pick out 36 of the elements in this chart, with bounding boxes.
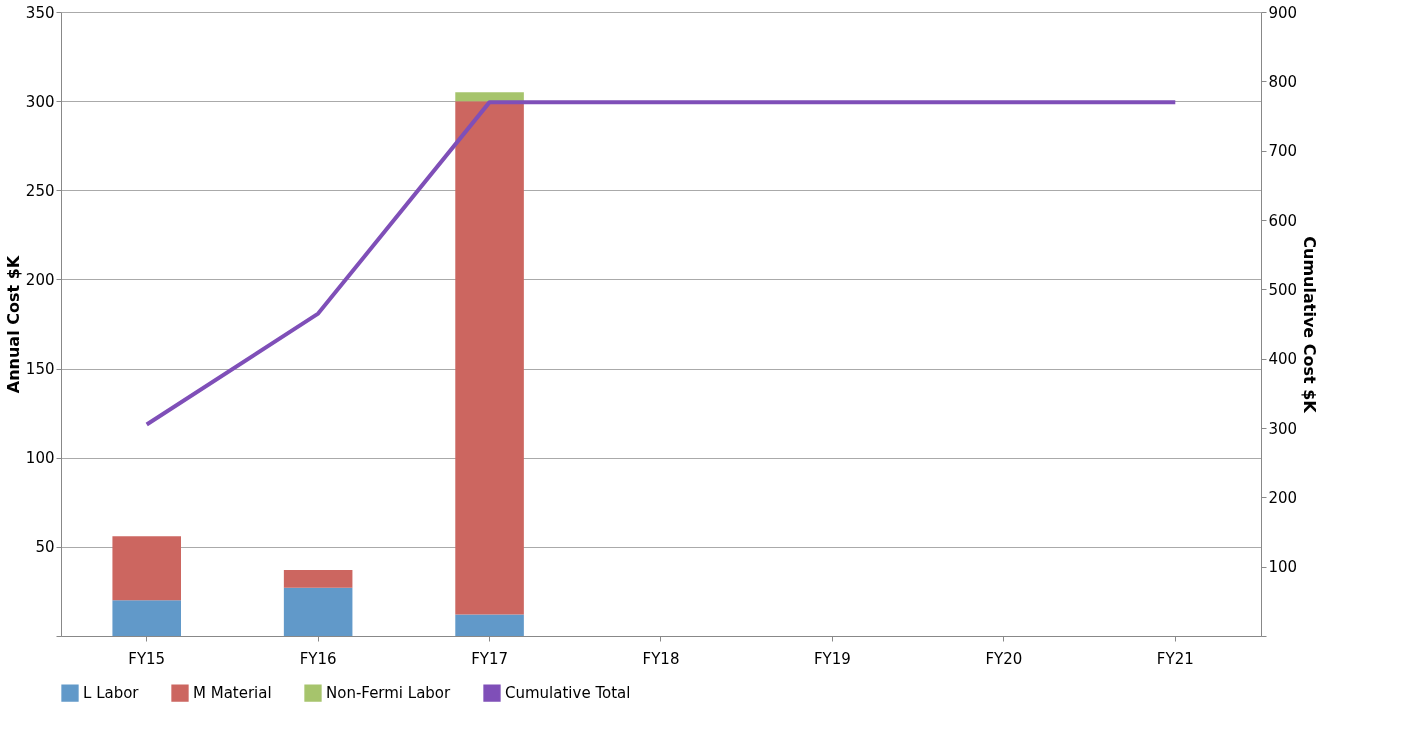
y-tick-label: 300 <box>25 92 55 111</box>
bar <box>455 92 524 102</box>
bar <box>283 570 353 588</box>
y-tick-label: 350 <box>25 3 55 22</box>
x-tick-label: FY20 <box>985 649 1023 668</box>
bar <box>455 614 524 636</box>
y2-tick-label: 300 <box>1268 419 1298 438</box>
y-tick-label: 200 <box>25 270 55 289</box>
bar <box>455 101 524 615</box>
y2-tick-label: 700 <box>1268 142 1298 161</box>
x-tick-label: FY15 <box>128 649 166 668</box>
x-tick-label: FY21 <box>1156 649 1194 668</box>
legend-label: L Labor <box>83 684 140 703</box>
y-tick-label: 50 <box>35 538 55 557</box>
legend-label: Cumulative Total <box>505 684 631 703</box>
y-tick-label: 100 <box>25 449 55 468</box>
y-tick-label: 150 <box>25 360 55 379</box>
y2-tick-label: 900 <box>1268 3 1298 22</box>
x-tick-label: FY18 <box>642 649 680 668</box>
x-tick-label: FY19 <box>813 649 851 668</box>
y2-tick-label: 800 <box>1268 72 1298 91</box>
y2-tick-label: 600 <box>1268 211 1298 230</box>
x-tick-label: FY17 <box>471 649 509 668</box>
bar <box>112 600 181 636</box>
y2-tick-label: 400 <box>1268 350 1298 369</box>
y-tick-label: 250 <box>25 181 55 200</box>
legend-label: M Material <box>193 684 272 703</box>
legend-label: Non-Fermi Labor <box>326 684 452 703</box>
x-tick-label: FY16 <box>299 649 337 668</box>
bar <box>283 587 353 636</box>
y-axis-title: Annual Cost $K <box>3 255 23 394</box>
y2-axis-title: Cumulative Cost $K <box>1300 236 1320 414</box>
y2-tick-label: 200 <box>1268 488 1298 507</box>
bar <box>112 536 181 601</box>
y2-tick-label: 100 <box>1268 558 1298 577</box>
y2-tick-label: 500 <box>1268 280 1298 299</box>
